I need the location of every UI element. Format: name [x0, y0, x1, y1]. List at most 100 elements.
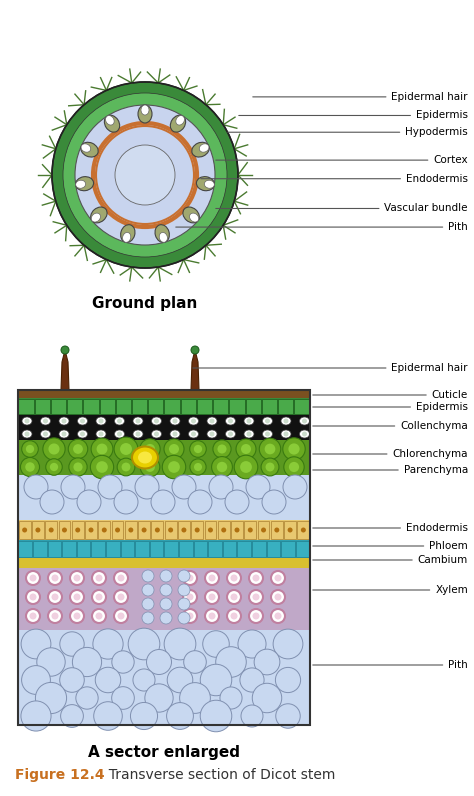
Circle shape: [276, 704, 300, 728]
Circle shape: [114, 609, 128, 623]
Circle shape: [178, 570, 190, 582]
Circle shape: [95, 612, 102, 619]
Circle shape: [210, 419, 215, 423]
Circle shape: [140, 457, 160, 477]
Circle shape: [97, 443, 108, 455]
Ellipse shape: [244, 417, 254, 425]
Ellipse shape: [189, 430, 199, 438]
Ellipse shape: [226, 417, 236, 425]
Ellipse shape: [281, 417, 291, 425]
Circle shape: [95, 594, 102, 600]
Ellipse shape: [170, 115, 186, 132]
Circle shape: [246, 431, 252, 436]
Ellipse shape: [121, 224, 135, 243]
Circle shape: [135, 475, 159, 499]
Circle shape: [288, 443, 300, 455]
Bar: [181, 399, 196, 414]
Circle shape: [112, 651, 134, 673]
Ellipse shape: [300, 417, 310, 425]
Ellipse shape: [78, 417, 88, 425]
Circle shape: [217, 462, 227, 472]
Circle shape: [183, 590, 197, 604]
Circle shape: [21, 629, 51, 659]
Circle shape: [168, 528, 173, 533]
Circle shape: [50, 462, 58, 471]
Circle shape: [142, 584, 154, 596]
Circle shape: [236, 439, 256, 459]
Circle shape: [118, 575, 125, 582]
Circle shape: [70, 590, 84, 604]
Circle shape: [221, 528, 226, 533]
Text: Epidermis: Epidermis: [313, 402, 468, 412]
Circle shape: [120, 443, 132, 455]
Circle shape: [61, 704, 83, 728]
Bar: [116, 399, 131, 414]
Bar: [83, 399, 99, 414]
Ellipse shape: [263, 417, 273, 425]
Circle shape: [172, 475, 196, 499]
Circle shape: [191, 346, 199, 354]
Bar: [18, 475, 310, 520]
Circle shape: [227, 590, 241, 604]
Circle shape: [191, 419, 196, 423]
Ellipse shape: [22, 417, 32, 425]
Circle shape: [178, 598, 190, 610]
Circle shape: [114, 590, 128, 604]
Circle shape: [154, 419, 159, 423]
Circle shape: [186, 612, 193, 619]
Bar: [278, 399, 293, 414]
Bar: [18, 390, 310, 725]
Circle shape: [283, 419, 289, 423]
Circle shape: [60, 632, 84, 656]
Bar: [258, 521, 269, 539]
Circle shape: [26, 609, 40, 623]
Circle shape: [99, 431, 103, 436]
Ellipse shape: [281, 430, 291, 438]
Circle shape: [271, 609, 285, 623]
Circle shape: [253, 594, 259, 600]
Circle shape: [40, 490, 64, 514]
Ellipse shape: [133, 430, 143, 438]
Circle shape: [48, 609, 62, 623]
Bar: [19, 521, 30, 539]
Ellipse shape: [170, 430, 180, 438]
Bar: [179, 541, 193, 557]
Ellipse shape: [244, 430, 254, 438]
Bar: [62, 541, 76, 557]
Circle shape: [273, 629, 303, 659]
Circle shape: [73, 444, 83, 454]
Ellipse shape: [196, 177, 214, 191]
Text: Cambium: Cambium: [313, 555, 468, 565]
Circle shape: [254, 649, 280, 675]
Circle shape: [99, 419, 103, 423]
Circle shape: [261, 528, 266, 533]
Bar: [237, 541, 251, 557]
Ellipse shape: [115, 417, 125, 425]
Circle shape: [283, 438, 305, 460]
Circle shape: [80, 419, 85, 423]
Bar: [164, 399, 180, 414]
Circle shape: [182, 528, 186, 533]
Circle shape: [210, 431, 215, 436]
Bar: [18, 390, 310, 398]
Circle shape: [169, 444, 179, 454]
Text: Cortex: Cortex: [216, 155, 468, 165]
Circle shape: [142, 570, 154, 582]
Circle shape: [249, 590, 263, 604]
Circle shape: [200, 700, 232, 732]
Ellipse shape: [81, 144, 91, 152]
Text: Transverse section of Dicot stem: Transverse section of Dicot stem: [100, 768, 336, 782]
Circle shape: [190, 441, 206, 457]
Ellipse shape: [59, 417, 69, 425]
Circle shape: [52, 594, 58, 600]
Circle shape: [70, 571, 84, 585]
Circle shape: [75, 105, 215, 245]
Bar: [135, 541, 149, 557]
Circle shape: [302, 431, 307, 436]
Ellipse shape: [138, 105, 152, 123]
Circle shape: [166, 703, 193, 729]
Circle shape: [114, 437, 138, 461]
Bar: [152, 521, 163, 539]
Circle shape: [118, 612, 125, 619]
Circle shape: [205, 571, 219, 585]
